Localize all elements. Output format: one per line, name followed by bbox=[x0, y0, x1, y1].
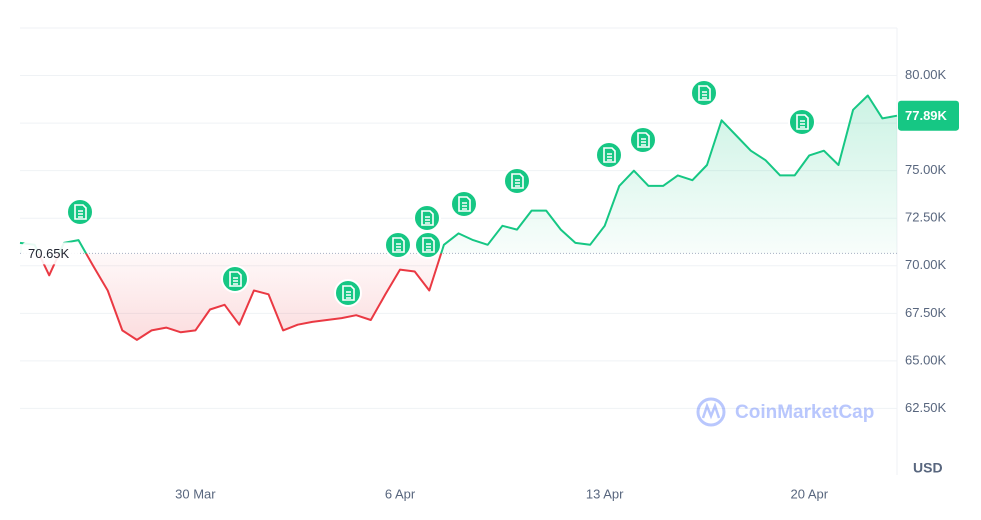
news-marker-icon bbox=[637, 132, 650, 148]
y-tick-label: 65.00K bbox=[905, 352, 947, 367]
news-marker-icon bbox=[342, 285, 355, 301]
y-tick-label: 70.00K bbox=[905, 257, 947, 272]
news-marker-icon bbox=[421, 210, 434, 226]
x-tick-label: 6 Apr bbox=[385, 486, 416, 501]
news-marker-circle bbox=[629, 126, 657, 154]
price-line bbox=[19, 94, 898, 341]
news-marker[interactable] bbox=[690, 79, 718, 107]
news-marker-circle bbox=[413, 204, 441, 232]
x-tick-label: 20 Apr bbox=[791, 486, 829, 501]
news-marker[interactable] bbox=[221, 265, 249, 293]
x-tick-label: 30 Mar bbox=[175, 486, 216, 501]
news-marker-icon bbox=[392, 237, 405, 253]
last-price-badge bbox=[898, 100, 959, 131]
news-marker[interactable] bbox=[788, 108, 816, 136]
y-tick-label: 72.50K bbox=[905, 210, 947, 225]
news-marker-icon bbox=[74, 204, 87, 220]
news-marker[interactable] bbox=[334, 279, 362, 307]
news-marker[interactable] bbox=[384, 231, 412, 259]
news-marker-circle bbox=[690, 79, 718, 107]
news-marker[interactable] bbox=[595, 141, 623, 169]
news-marker[interactable] bbox=[413, 204, 441, 232]
news-marker[interactable] bbox=[629, 126, 657, 154]
news-marker-circle bbox=[384, 231, 412, 259]
news-marker-icon bbox=[796, 114, 809, 130]
news-marker-circle bbox=[503, 167, 531, 195]
news-marker-circle bbox=[334, 279, 362, 307]
baseline-badge bbox=[22, 242, 80, 265]
news-marker-circle bbox=[221, 265, 249, 293]
news-marker-icon bbox=[458, 196, 471, 212]
price-area bbox=[20, 95, 897, 340]
x-tick-label: 13 Apr bbox=[586, 486, 624, 501]
y-axis-label: USD bbox=[913, 460, 943, 476]
news-marker-circle bbox=[450, 190, 478, 218]
news-marker-icon bbox=[698, 85, 711, 101]
watermark: CoinMarketCap bbox=[696, 397, 874, 427]
baseline-label: 70.65K bbox=[28, 246, 70, 261]
news-marker-icon bbox=[511, 173, 524, 189]
y-tick-label: 75.00K bbox=[905, 162, 947, 177]
news-marker-icon bbox=[603, 147, 616, 163]
news-marker[interactable] bbox=[503, 167, 531, 195]
y-tick-label: 67.50K bbox=[905, 305, 947, 320]
y-tick-label: 62.50K bbox=[905, 400, 947, 415]
news-marker-circle bbox=[595, 141, 623, 169]
news-marker-circle bbox=[788, 108, 816, 136]
watermark-text: CoinMarketCap bbox=[735, 402, 874, 423]
news-marker-icon bbox=[229, 271, 242, 287]
last-price-label: 77.89K bbox=[905, 108, 948, 123]
news-marker-circle bbox=[66, 198, 94, 226]
news-marker[interactable] bbox=[450, 190, 478, 218]
news-marker[interactable] bbox=[66, 198, 94, 226]
y-tick-label: 80.00K bbox=[905, 67, 947, 82]
news-marker-icon bbox=[422, 237, 435, 253]
news-marker[interactable] bbox=[414, 231, 442, 259]
news-marker-circle bbox=[414, 231, 442, 259]
